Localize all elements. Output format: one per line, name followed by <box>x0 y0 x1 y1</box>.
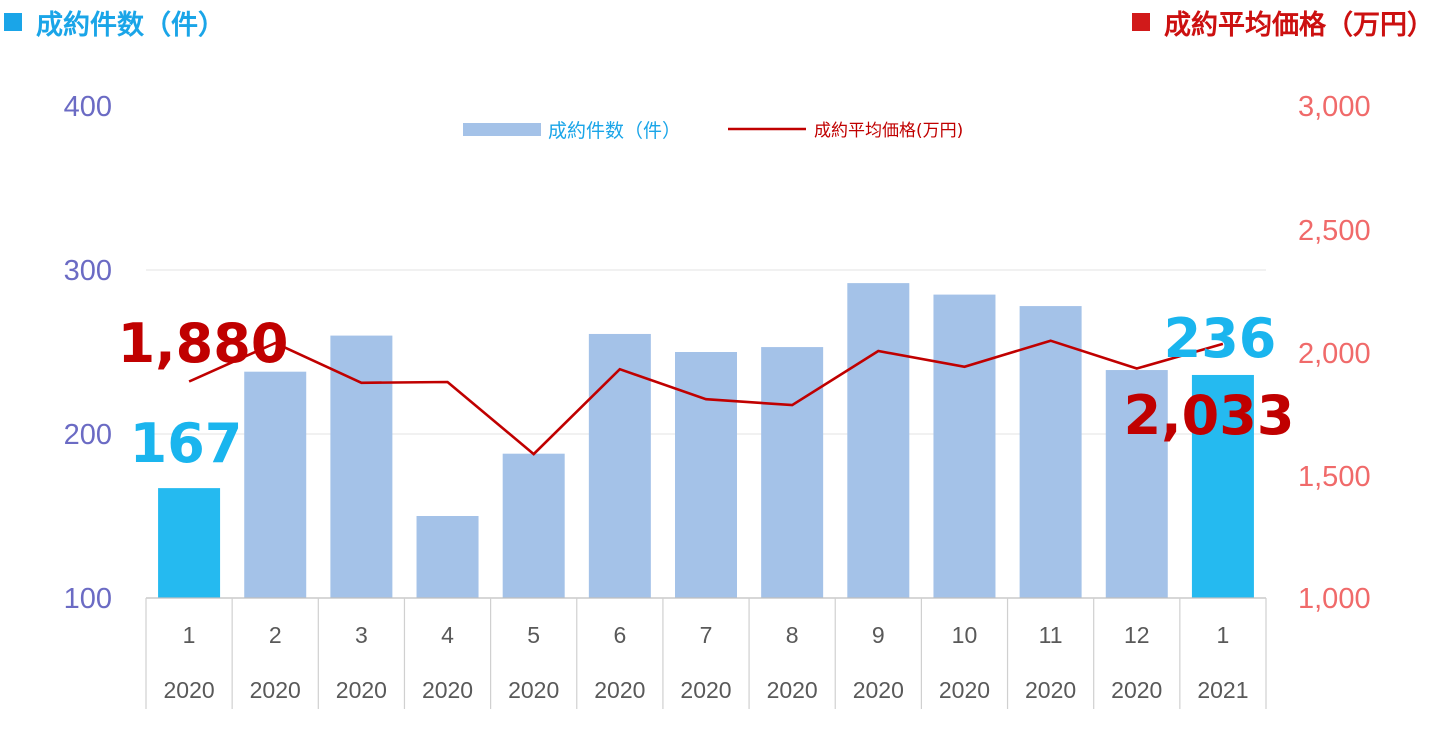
bar-11 <box>1105 370 1168 598</box>
category-year-0: 2020 <box>163 677 214 703</box>
category-month-7: 8 <box>786 622 799 648</box>
last-price-label: 2,033 <box>1124 384 1295 447</box>
left-tick-100: 100 <box>64 583 112 615</box>
right-series-header: 成約平均価格（万円） <box>1132 4 1434 41</box>
left-tick-200: 200 <box>64 419 112 451</box>
axes: 1 2020 2 2020 3 2020 4 2020 5 2020 6 2020 7 2020 8 2020… <box>145 597 1267 709</box>
last-count-label: 236 <box>1164 307 1277 370</box>
left-tick-300: 300 <box>64 255 112 287</box>
bar-8 <box>847 283 910 598</box>
right-tick-1500: 1,500 <box>1298 461 1371 493</box>
right-tick-2500: 2,500 <box>1298 215 1371 247</box>
bar-10 <box>1019 306 1082 598</box>
category-month-6: 7 <box>700 622 713 648</box>
category-year-7: 2020 <box>767 677 818 703</box>
first-count-label: 167 <box>130 412 243 475</box>
bar-4 <box>502 453 565 598</box>
first-price-label: 1,880 <box>118 312 289 375</box>
legend-bar-label: 成約件数（件） <box>548 120 681 142</box>
category-year-12: 2021 <box>1197 677 1248 703</box>
category-year-11: 2020 <box>1111 677 1162 703</box>
category-year-3: 2020 <box>422 677 473 703</box>
category-year-8: 2020 <box>853 677 904 703</box>
category-year-6: 2020 <box>680 677 731 703</box>
category-month-5: 6 <box>613 622 626 648</box>
bars-count <box>158 283 1254 598</box>
category-year-4: 2020 <box>508 677 559 703</box>
bar-2 <box>330 335 393 598</box>
category-year-5: 2020 <box>594 677 645 703</box>
category-month-10: 11 <box>1039 622 1063 648</box>
category-month-12: 1 <box>1217 622 1230 648</box>
category-month-3: 4 <box>441 622 454 648</box>
left-tick-400: 400 <box>64 91 112 123</box>
left-series-header-label: 成約件数（件） <box>36 9 225 41</box>
category-month-11: 12 <box>1124 622 1150 648</box>
legend-bar-swatch <box>463 123 541 136</box>
bar-6 <box>675 352 737 598</box>
chart-legend: 成約件数（件） 成約平均価格(万円) <box>463 120 963 142</box>
category-month-8: 9 <box>872 622 885 648</box>
right-tick-1000: 1,000 <box>1298 583 1371 615</box>
category-year-2: 2020 <box>336 677 387 703</box>
category-year-10: 2020 <box>1025 677 1076 703</box>
price-line <box>188 339 1224 456</box>
right-tick-2000: 2,000 <box>1298 338 1371 370</box>
bar-9 <box>933 294 996 598</box>
left-series-header: 成約件数（件） <box>4 4 225 41</box>
price-line-layer <box>188 339 1224 456</box>
right-tick-3000: 3,000 <box>1298 91 1371 123</box>
category-month-9: 10 <box>952 622 978 648</box>
category-month-0: 1 <box>183 622 196 648</box>
category-month-2: 3 <box>355 622 368 648</box>
red-square-icon <box>1132 13 1150 31</box>
category-month-4: 5 <box>527 622 540 648</box>
category-year-9: 2020 <box>939 677 990 703</box>
bar-3 <box>416 516 479 598</box>
bar-5 <box>588 333 651 598</box>
category-month-1: 2 <box>269 622 282 648</box>
legend-line-label: 成約平均価格(万円) <box>814 121 963 141</box>
bar-0 <box>158 488 221 598</box>
category-year-1: 2020 <box>250 677 301 703</box>
right-series-header-label: 成約平均価格（万円） <box>1164 9 1434 41</box>
bar-7 <box>761 347 824 598</box>
bar-1 <box>244 371 307 598</box>
blue-square-icon <box>4 13 22 31</box>
bar-12 <box>1191 374 1254 598</box>
